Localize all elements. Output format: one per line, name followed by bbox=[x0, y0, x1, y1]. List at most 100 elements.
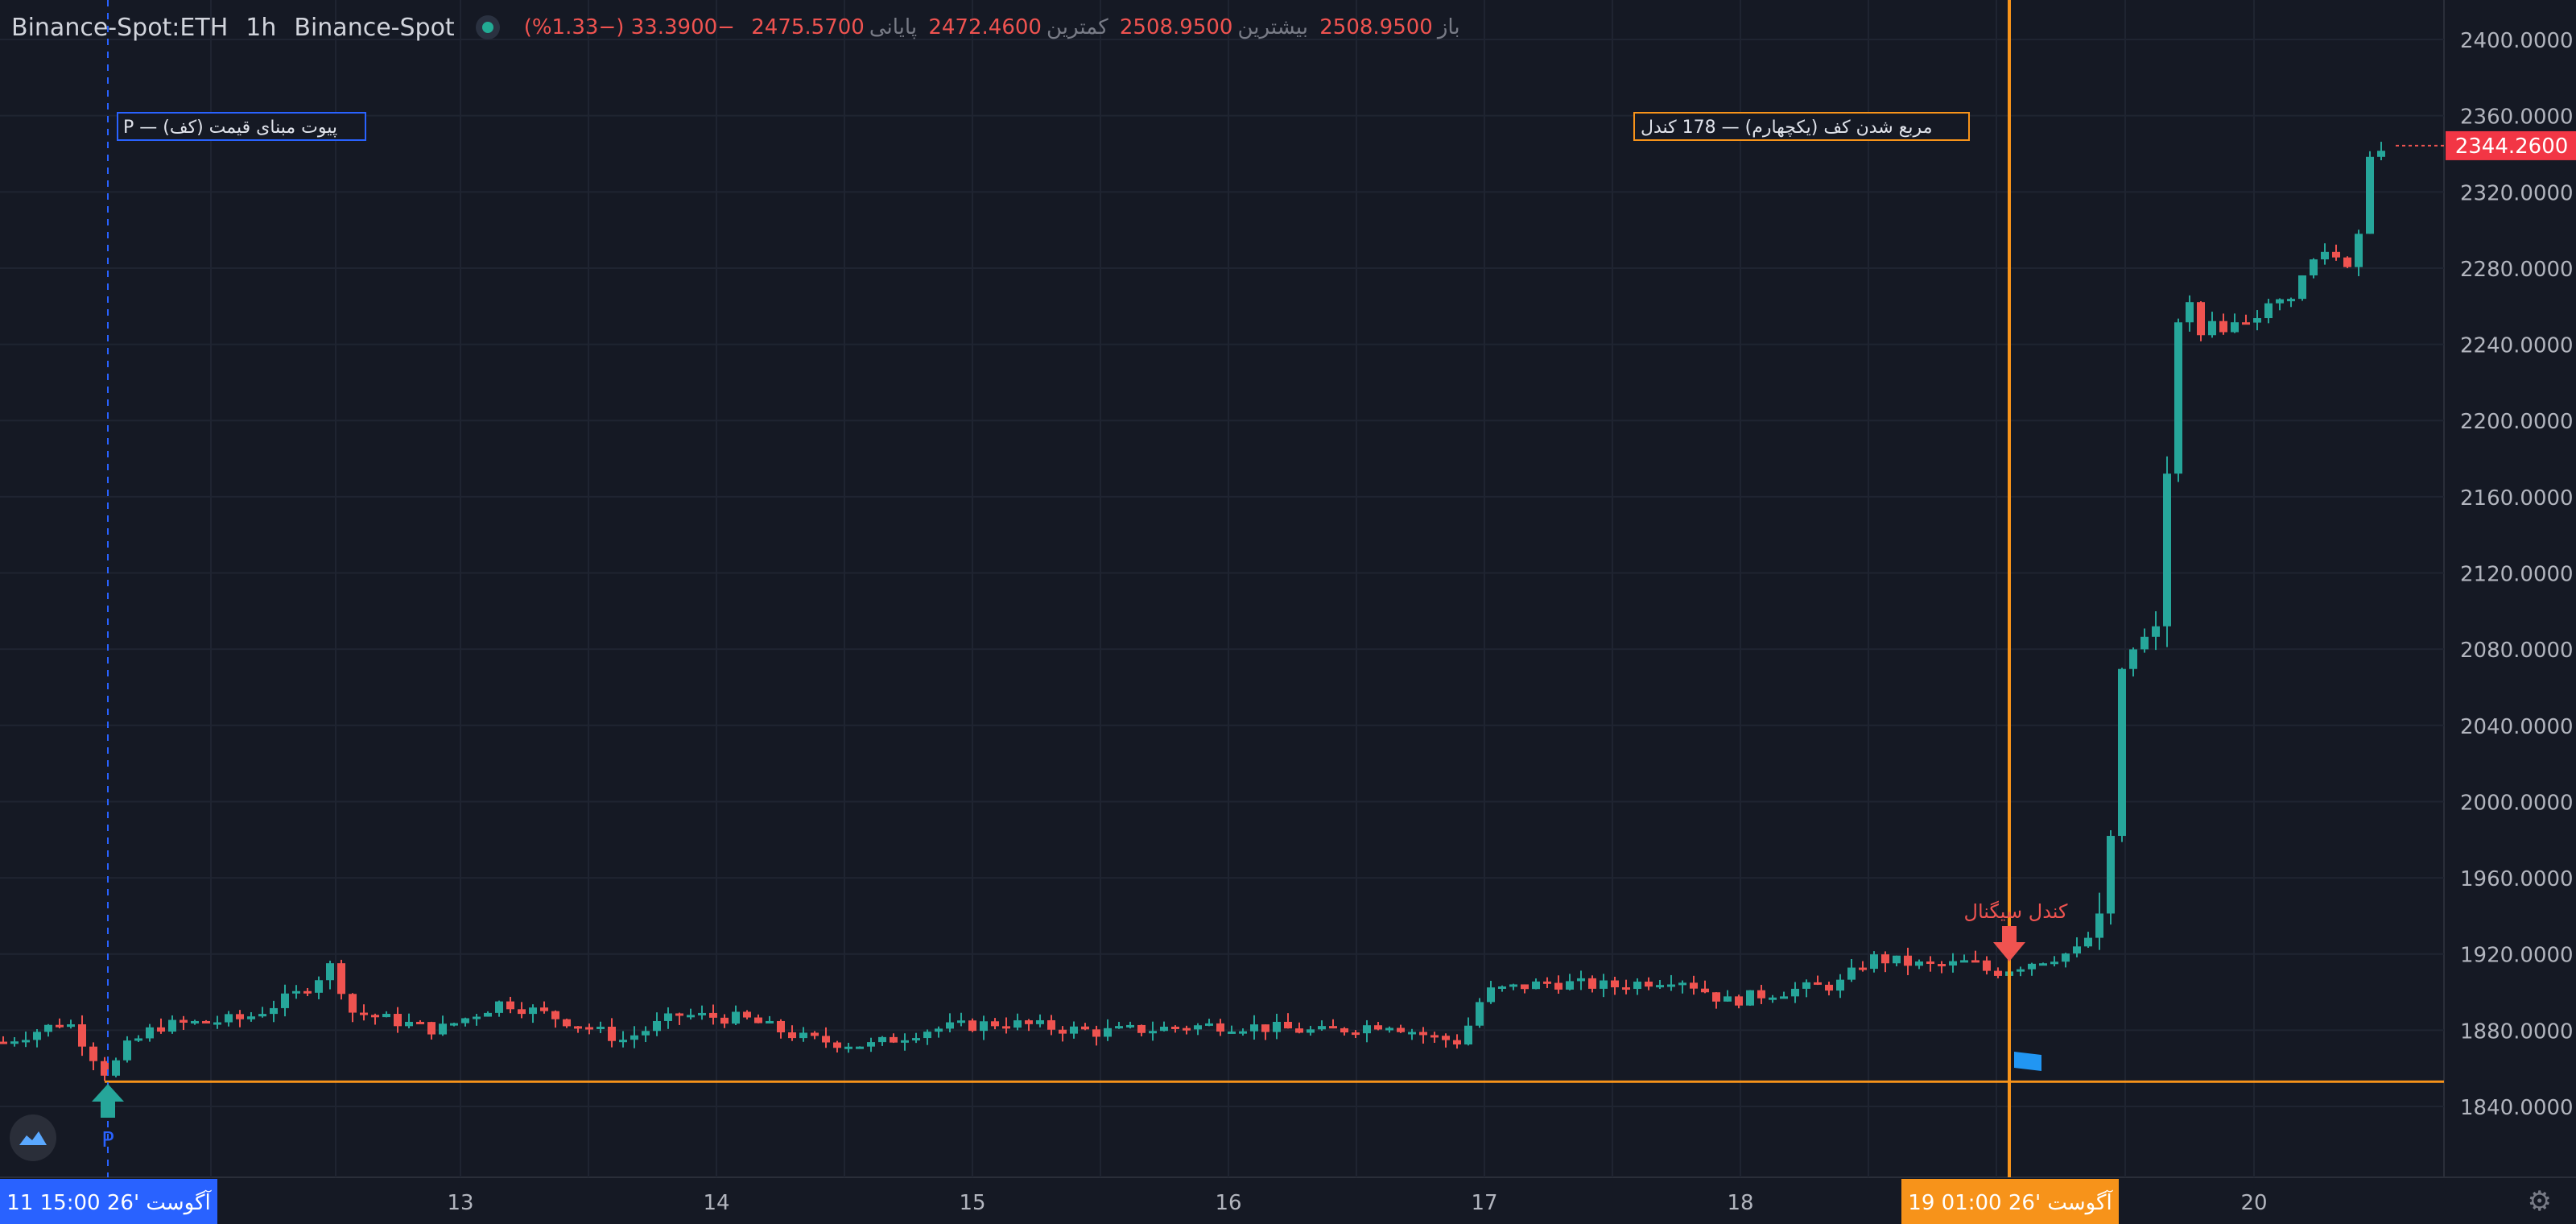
candle-body bbox=[720, 1017, 729, 1024]
candle-body bbox=[10, 1041, 19, 1044]
candle-body bbox=[101, 1061, 109, 1076]
blue-flag-icon bbox=[2014, 1052, 2041, 1071]
candle-body bbox=[2287, 299, 2295, 302]
price-tick-label: 2200.0000 bbox=[2460, 410, 2574, 434]
candle-body bbox=[1926, 961, 1934, 965]
candle-body bbox=[236, 1014, 244, 1019]
candle-body bbox=[1656, 985, 1664, 988]
candle-body bbox=[687, 1015, 695, 1018]
candle-body bbox=[1430, 1035, 1439, 1038]
candle-body bbox=[833, 1042, 841, 1048]
candle-body bbox=[450, 1023, 458, 1026]
candle-body bbox=[1013, 1020, 1022, 1028]
candle-body bbox=[349, 994, 357, 1013]
candle-body bbox=[0, 1041, 7, 1044]
candle-body bbox=[2017, 969, 2025, 972]
candle-body bbox=[1915, 961, 1923, 966]
chart-grid bbox=[0, 0, 2576, 1178]
candle-body bbox=[1408, 1032, 1416, 1035]
symbol-name[interactable]: Binance-Spot:ETH bbox=[11, 13, 229, 42]
candle-body bbox=[1228, 1031, 1236, 1034]
candle-body bbox=[630, 1035, 638, 1040]
candle-body bbox=[1216, 1023, 1224, 1032]
price-tick-label: 2160.0000 bbox=[2460, 486, 2574, 511]
price-tick-label: 1960.0000 bbox=[2460, 867, 2574, 891]
last-price-badge bbox=[2446, 130, 2576, 160]
candle-body bbox=[991, 1021, 999, 1027]
candle-body bbox=[1724, 996, 1732, 1002]
candle-body bbox=[912, 1038, 920, 1041]
candle-body bbox=[1836, 979, 1844, 991]
candle-body bbox=[2084, 937, 2092, 947]
candle-body bbox=[416, 1021, 424, 1024]
candle-body bbox=[2264, 303, 2273, 319]
candle-body bbox=[225, 1014, 233, 1023]
ohlc-values: باز2508.9500 بیشترین2508.9500 کمترین2472… bbox=[523, 15, 1460, 39]
candle-body bbox=[2028, 963, 2036, 970]
candle-body bbox=[619, 1040, 627, 1043]
candle-body bbox=[1554, 982, 1563, 990]
candle-body bbox=[1295, 1028, 1303, 1033]
price-tick-label: 2240.0000 bbox=[2460, 334, 2574, 358]
price-tick-label: 1920.0000 bbox=[2460, 944, 2574, 968]
candle-body bbox=[1194, 1025, 1202, 1030]
candle-body bbox=[923, 1032, 931, 1039]
candle-body bbox=[1149, 1031, 1157, 1034]
candle-body bbox=[461, 1018, 469, 1023]
candle-body bbox=[371, 1015, 379, 1018]
candle-body bbox=[2332, 251, 2340, 258]
signal-time-badge bbox=[1901, 1179, 2119, 1224]
candle-body bbox=[1115, 1026, 1123, 1029]
candle-body bbox=[1633, 982, 1641, 990]
candle-body bbox=[1059, 1029, 1067, 1034]
candle-body bbox=[1047, 1019, 1055, 1030]
candle-body bbox=[1205, 1023, 1213, 1026]
candle-body bbox=[1577, 978, 1585, 982]
candle-body bbox=[1757, 990, 1765, 999]
candle-body bbox=[2140, 636, 2149, 650]
candle-body bbox=[1881, 954, 1889, 964]
candle-body bbox=[1329, 1026, 1337, 1029]
candle-body bbox=[405, 1021, 413, 1027]
candle-body bbox=[2174, 322, 2182, 474]
candle-body bbox=[1983, 960, 1991, 971]
gear-icon[interactable]: ⚙ bbox=[2527, 1185, 2552, 1218]
candle-body bbox=[191, 1020, 199, 1023]
pivot-time-text: 11 آگوست '26 15:00 bbox=[6, 1189, 212, 1215]
candle-body bbox=[2107, 836, 2115, 914]
candle-body bbox=[123, 1040, 131, 1061]
candle-body bbox=[337, 963, 345, 994]
candle-body bbox=[1104, 1028, 1112, 1037]
interval-label[interactable]: 1h bbox=[246, 13, 277, 42]
candle-body bbox=[1994, 970, 2002, 976]
price-axis: 1840.0000 1880.0000 1920.0000 1960.0000 2000… bbox=[2460, 29, 2574, 1120]
cloud-logo-icon[interactable] bbox=[10, 1114, 56, 1161]
candle-body bbox=[653, 1020, 661, 1032]
candle-body bbox=[946, 1022, 954, 1029]
candle-body bbox=[1183, 1028, 1191, 1031]
candle-body bbox=[303, 990, 312, 994]
candle-body bbox=[1464, 1025, 1472, 1045]
candle-body bbox=[1814, 982, 1822, 985]
candle-body bbox=[44, 1024, 52, 1032]
candle-body bbox=[1261, 1024, 1269, 1032]
candle-body bbox=[394, 1014, 402, 1027]
price-tick-label: 1880.0000 bbox=[2460, 1019, 2574, 1044]
candle-body bbox=[822, 1036, 830, 1043]
candle-body bbox=[1160, 1026, 1168, 1032]
candle-body bbox=[754, 1017, 762, 1023]
pivot-marker-text: P bbox=[101, 1128, 114, 1152]
candle-body bbox=[1904, 955, 1912, 966]
candle-body bbox=[1971, 960, 1979, 963]
candle-body bbox=[1509, 984, 1517, 987]
candle-body bbox=[56, 1024, 64, 1028]
candle-body bbox=[1960, 960, 1968, 963]
candle-body bbox=[574, 1026, 582, 1029]
time-tick-label: 15 bbox=[959, 1191, 985, 1215]
candle-body bbox=[1352, 1032, 1360, 1036]
candle-body bbox=[315, 980, 323, 993]
pivot-label-box bbox=[117, 112, 366, 141]
time-axis: 1314151617181920 bbox=[447, 1191, 2267, 1215]
